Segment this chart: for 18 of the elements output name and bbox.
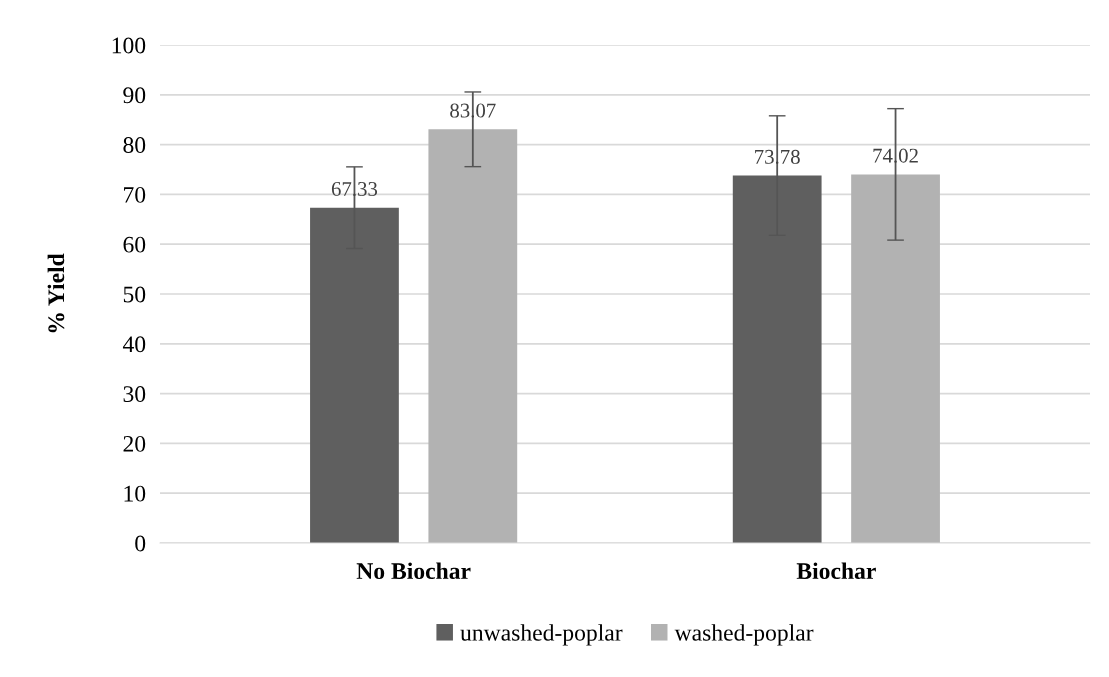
y-tick-label: 60 xyxy=(123,236,146,253)
y-tick-label: 30 xyxy=(123,386,146,403)
y-tick-label: 80 xyxy=(123,137,146,154)
y-tick-label: 50 xyxy=(123,286,146,303)
x-tick-label: Biochar xyxy=(796,562,876,580)
y-tick-label: 100 xyxy=(112,37,146,54)
y-tick-label: 70 xyxy=(124,186,146,203)
bar xyxy=(428,129,518,543)
legend-label: unwashed-poplar xyxy=(460,624,623,646)
y-tick-label: 90 xyxy=(123,87,146,104)
y-axis-title: % Yield xyxy=(47,253,65,333)
y-tick-label: 40 xyxy=(122,336,146,353)
bar xyxy=(851,174,940,543)
x-tick-label: No Biochar xyxy=(356,562,471,580)
legend-label: washed-poplar xyxy=(674,624,814,646)
y-tick-label: 0 xyxy=(135,535,146,552)
y-tick-label: 10 xyxy=(124,485,146,502)
y-tick-label: 20 xyxy=(123,435,146,452)
